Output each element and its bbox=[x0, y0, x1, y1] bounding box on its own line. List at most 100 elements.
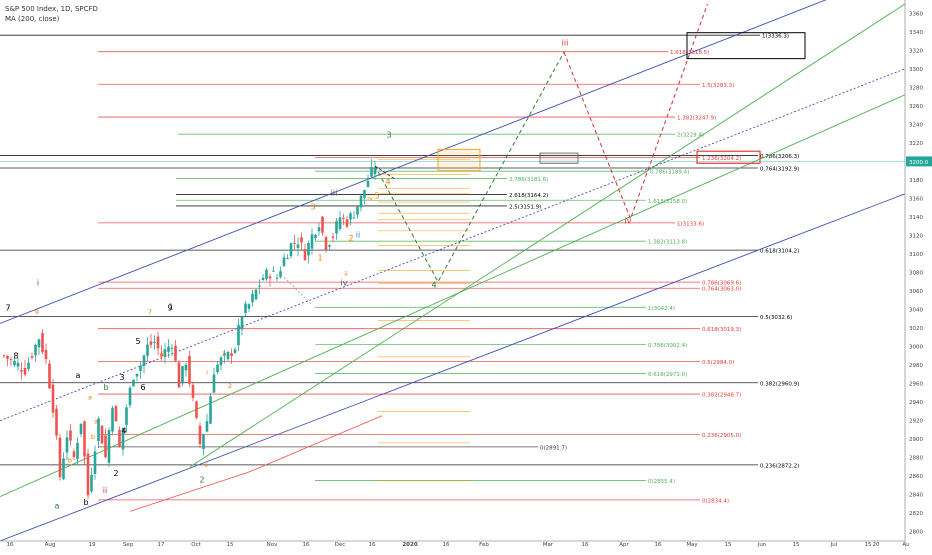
candle-body bbox=[72, 451, 76, 457]
time-tick-label: 16 bbox=[443, 542, 450, 548]
fib-level-label: 0.618(2971.0) bbox=[648, 372, 687, 378]
candle-body bbox=[100, 425, 104, 444]
target-box-red bbox=[696, 150, 761, 164]
wave-label: 3 bbox=[119, 373, 124, 382]
candle-body bbox=[261, 277, 265, 281]
candle-body bbox=[128, 387, 132, 406]
target-box-black bbox=[686, 32, 806, 60]
wave-label: 1 bbox=[168, 303, 173, 312]
price-tick-label: 2880 bbox=[909, 456, 923, 462]
wave-label: 9 bbox=[167, 303, 172, 312]
candle-body bbox=[212, 374, 216, 393]
time-tick-label: Mar bbox=[543, 542, 554, 548]
upper-green-channel-line bbox=[189, 3, 906, 468]
candle-body bbox=[146, 344, 149, 356]
candle-body bbox=[76, 442, 79, 459]
candle-body bbox=[30, 356, 34, 358]
candle-body bbox=[107, 429, 111, 463]
fib-level-label: 2.5(3151.9) bbox=[509, 204, 541, 210]
candle-body bbox=[265, 269, 268, 279]
time-tick-label: Oct bbox=[191, 542, 201, 548]
candle-body bbox=[356, 206, 359, 215]
fib-level-label: 2(3229.4) bbox=[677, 133, 704, 139]
fib-level-label: 0.786(3002.4) bbox=[648, 343, 687, 349]
fib-level-label: 2.618(3164.2) bbox=[509, 193, 548, 199]
fib-level-label: 0.5(2984.0) bbox=[702, 360, 734, 366]
wave-label: i bbox=[37, 278, 39, 287]
candle-body bbox=[209, 396, 212, 424]
candle-body bbox=[48, 363, 51, 389]
candle-body bbox=[13, 360, 16, 366]
candle-body bbox=[251, 293, 254, 303]
candle-body bbox=[125, 407, 128, 425]
candle-body bbox=[272, 270, 275, 272]
midline-dashed bbox=[0, 68, 906, 422]
fib-level-label: 1.382(3247.9) bbox=[677, 116, 716, 122]
candle-body bbox=[16, 362, 20, 367]
price-tick-label: 3040 bbox=[909, 308, 923, 314]
wave-label: 7 bbox=[5, 303, 10, 312]
wave-label: iv bbox=[341, 278, 348, 287]
candle-body bbox=[310, 234, 314, 249]
candle-body bbox=[363, 189, 366, 198]
candle-body bbox=[275, 277, 279, 279]
candle-body bbox=[373, 168, 377, 175]
time-tick-label: 20 bbox=[873, 542, 880, 548]
fib-level-label: 0.382(2960.9) bbox=[760, 381, 799, 387]
time-tick-label: 15 bbox=[865, 542, 872, 548]
candle-body bbox=[188, 355, 191, 384]
wave-label: 5 bbox=[374, 191, 379, 200]
candle-body bbox=[331, 236, 335, 238]
candle-body bbox=[181, 366, 184, 384]
fib-level-label: 1.618(3158.0) bbox=[648, 199, 687, 205]
time-tick-label: 16 bbox=[655, 542, 662, 548]
last-price-label: 3200.0 bbox=[909, 160, 929, 166]
candle-body bbox=[93, 451, 97, 474]
time-tick-label: 16 bbox=[7, 542, 14, 548]
candle-body bbox=[149, 341, 153, 345]
fib-level-label: 0.764(3063.0) bbox=[702, 287, 741, 293]
lower-channel-line bbox=[0, 193, 906, 542]
candle-body bbox=[20, 370, 23, 372]
time-tick-label: Dec bbox=[335, 542, 346, 548]
price-tick-label: 3060 bbox=[909, 289, 923, 295]
price-tick-label: 3120 bbox=[909, 233, 923, 239]
wave-label: 6 bbox=[140, 383, 145, 392]
candle-body bbox=[324, 237, 328, 251]
time-tick-label: Jul bbox=[830, 542, 838, 548]
fib-level-label: 2.786(3181.6) bbox=[509, 177, 548, 183]
fib-level-label: 1(3042.4) bbox=[648, 306, 675, 312]
wave-label: a bbox=[76, 371, 81, 380]
candle-body bbox=[6, 355, 9, 359]
time-tick-label: Nov bbox=[267, 542, 278, 548]
price-tick-label: 3080 bbox=[909, 271, 923, 277]
candle-body bbox=[293, 242, 296, 244]
candles-group bbox=[2, 159, 377, 500]
candle-body bbox=[198, 425, 202, 444]
candle-body bbox=[37, 339, 41, 348]
candle-body bbox=[34, 344, 37, 356]
fib-level-label: 0.236(2872.2) bbox=[760, 463, 799, 469]
moving-average-line bbox=[129, 415, 383, 512]
candle-body bbox=[226, 351, 230, 360]
candle-body bbox=[132, 379, 135, 387]
time-tick-label: 17 bbox=[158, 542, 165, 548]
candle-body bbox=[216, 364, 219, 373]
price-tick-label: 3340 bbox=[909, 30, 923, 36]
wave-label: ii bbox=[356, 230, 360, 239]
wave-label: 3 bbox=[386, 130, 391, 139]
candle-body bbox=[195, 401, 198, 418]
minor-wave-label: a bbox=[88, 393, 92, 401]
candle-body bbox=[118, 429, 121, 447]
candle-body bbox=[65, 437, 69, 453]
candle-body bbox=[237, 324, 240, 346]
price-tick-label: 2940 bbox=[909, 400, 923, 406]
candle-body bbox=[230, 353, 233, 356]
fib-level-label: 0.382(2948.7) bbox=[702, 393, 741, 399]
minor-wave-label: ii bbox=[204, 461, 208, 469]
projection-path-red bbox=[563, 3, 708, 221]
fib-level-label: 1(3133.6) bbox=[677, 221, 704, 227]
candle-body bbox=[254, 289, 258, 300]
